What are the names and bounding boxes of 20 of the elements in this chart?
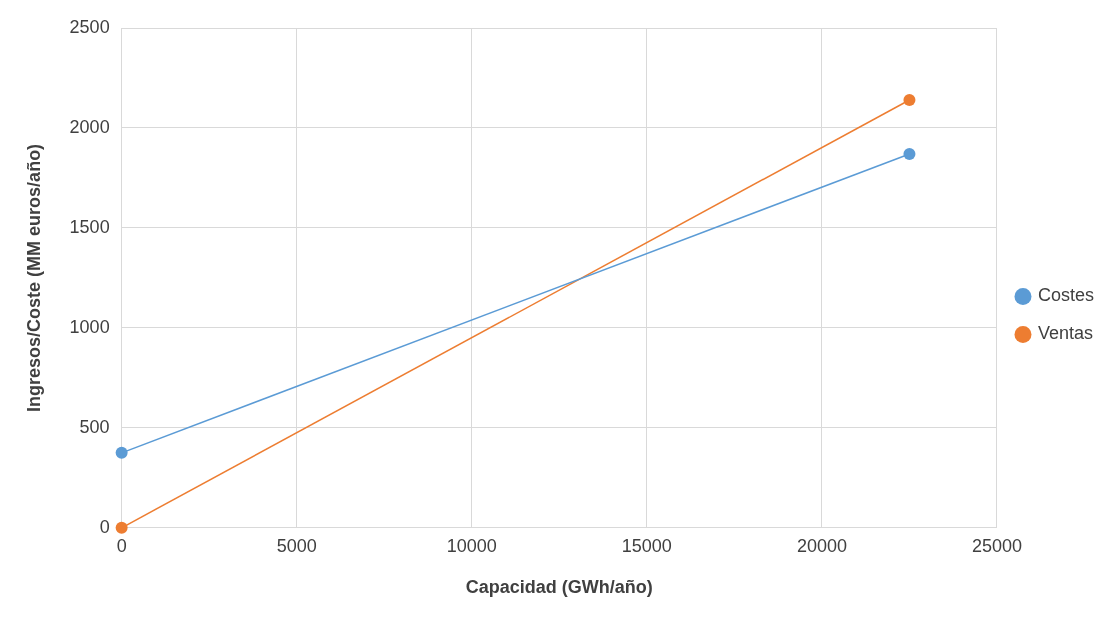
point: [115, 521, 128, 534]
x-tick-label: 25000: [971, 535, 1023, 556]
y-tick-label: 1500: [69, 216, 110, 237]
y-tick-label: 2500: [69, 16, 110, 37]
legend-label: Costes: [1037, 285, 1095, 306]
x-tick-label: 10000: [446, 535, 497, 556]
x-tick-label: 20000: [796, 535, 847, 556]
y-tick-label: 2000: [69, 116, 110, 137]
point: [115, 446, 128, 459]
x-tick-label: 0: [116, 535, 127, 556]
point: [903, 147, 916, 160]
x-tick-label: 5000: [276, 535, 317, 556]
y-axis-title: Ingresos/Coste (MM euros/año): [23, 143, 44, 412]
y-tick-label: 1000: [69, 316, 110, 337]
point: [903, 93, 916, 106]
y-tick-label: 0: [99, 516, 110, 537]
y-tick-label: 500: [79, 416, 110, 437]
legend-label: Ventas: [1037, 323, 1094, 344]
x-tick-label: 15000: [621, 535, 672, 556]
x-axis-title: Capacidad (GWh/año): [465, 577, 653, 598]
